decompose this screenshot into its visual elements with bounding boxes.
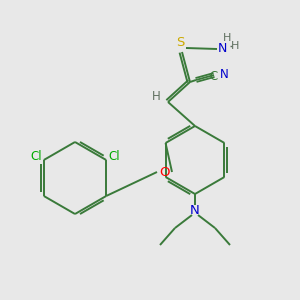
Text: O: O (160, 166, 170, 178)
Text: S: S (176, 37, 184, 50)
Text: C: C (209, 70, 217, 83)
Text: Cl: Cl (30, 149, 42, 163)
Text: H: H (223, 33, 231, 43)
Text: H: H (152, 91, 160, 103)
Text: N: N (220, 68, 228, 82)
Text: H: H (231, 41, 239, 51)
Text: Cl: Cl (108, 149, 120, 163)
Text: N: N (217, 43, 227, 56)
Text: N: N (190, 203, 200, 217)
